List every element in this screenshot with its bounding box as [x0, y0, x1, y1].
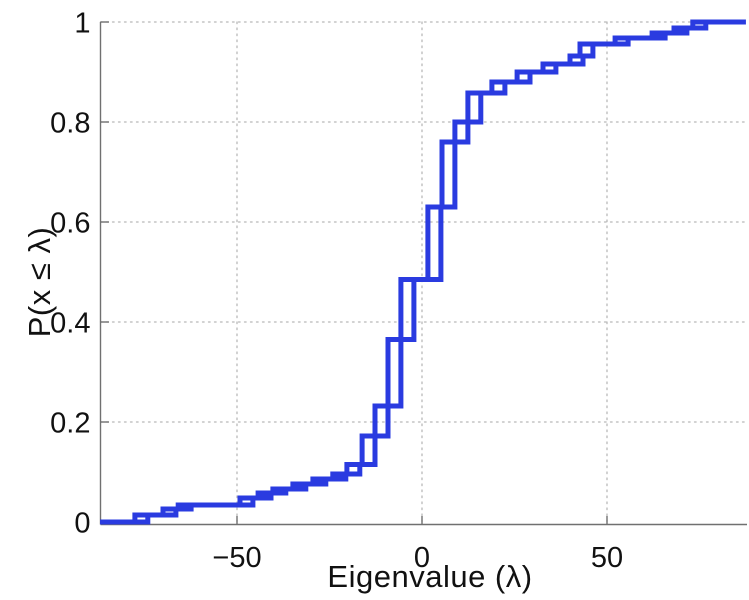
ecdf-curve-2-line	[100, 19, 746, 525]
y-tick-label: 0.6	[50, 207, 90, 239]
y-tick-label: 0	[74, 507, 90, 539]
y-axis-label: P(x ≤ λ)	[22, 226, 57, 338]
y-tick-label: 0.8	[50, 107, 90, 139]
x-tick-label: 0	[414, 542, 430, 574]
y-tick-label: 0.4	[50, 307, 90, 339]
y-tick-label: 0.2	[50, 407, 90, 439]
x-tick-label: 50	[591, 542, 623, 574]
axis-layer	[99, 22, 747, 526]
x-tick-label: −50	[212, 542, 261, 574]
y-tick-label: 1	[74, 7, 90, 39]
grid-layer	[99, 21, 747, 526]
tick-label-layer: 0 0.2 0.4 0.6 0.8 1 −50 0 50	[50, 7, 623, 574]
ecdf-curve-1-line	[100, 19, 746, 525]
tick-layer	[100, 21, 608, 525]
curve-layer	[100, 19, 746, 525]
x-axis-label: Eigenvalue (λ)	[327, 559, 533, 594]
